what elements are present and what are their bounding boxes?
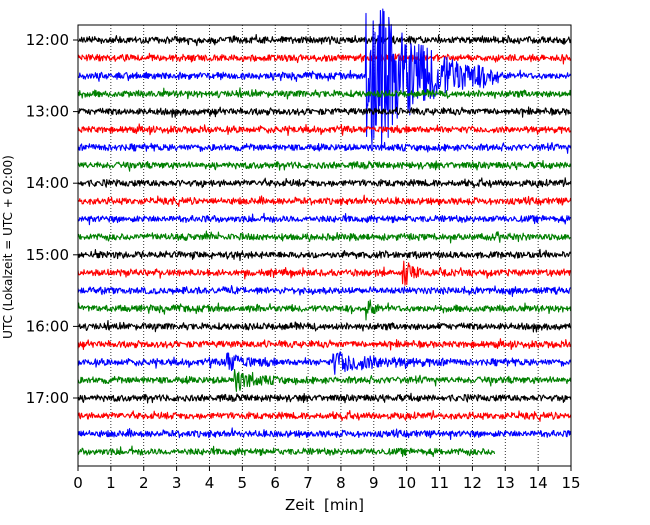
trace-1315 [77, 123, 572, 137]
trace-1645 [77, 369, 572, 392]
x-tick-label: 2 [139, 474, 149, 492]
trace-1200 [77, 33, 572, 47]
trace-1700 [77, 392, 572, 404]
trace-1715 [77, 409, 572, 422]
trace-1345 [77, 160, 572, 172]
y-tick-label: 16:00 [26, 317, 69, 335]
trace-1245 [77, 87, 572, 100]
x-tick-label: 10 [397, 474, 416, 492]
x-tick-label: 7 [303, 474, 313, 492]
trace-1400 [77, 177, 572, 189]
x-tick-label: 15 [561, 474, 580, 492]
tick-layer: 0 1 2 3 4 5 6 7 8 9 10 11 12 13 14 1512:0013:0014:0015:… [26, 31, 581, 492]
x-tick-label: 14 [529, 474, 548, 492]
y-tick-label: 17:00 [26, 389, 69, 407]
trace-1430 [77, 212, 571, 226]
trace-1515 [77, 260, 572, 286]
x-tick-label: 6 [270, 474, 280, 492]
x-tick-label: 3 [172, 474, 182, 492]
x-tick-label: 13 [496, 474, 515, 492]
trace-1230 [77, 8, 572, 147]
y-tick-label: 12:00 [26, 31, 69, 49]
x-tick-label: 0 [73, 474, 83, 492]
x-tick-label: 4 [205, 474, 215, 492]
y-axis-label: UTC (Lokalzeit = UTC + 02:00) [1, 155, 15, 339]
trace-1445 [77, 230, 571, 244]
y-tick-label: 13:00 [26, 103, 69, 121]
y-tick-label: 14:00 [26, 174, 69, 192]
trace-1545 [77, 299, 572, 321]
x-axis-label: Zeit [min] [285, 496, 364, 514]
trace-1630 [77, 351, 572, 375]
plot-frame [77, 24, 572, 467]
trace-1530 [77, 285, 571, 298]
x-tick-label: 8 [336, 474, 346, 492]
trace-1500 [77, 248, 572, 262]
x-tick-label: 9 [369, 474, 379, 492]
trace-1745 [77, 445, 495, 458]
trace-1600 [77, 319, 572, 333]
trace-1330 [77, 141, 572, 154]
x-tick-label: 1 [106, 474, 116, 492]
trace-1615 [77, 338, 572, 351]
trace-1300 [77, 106, 572, 118]
trace-1730 [77, 427, 572, 441]
trace-1415 [77, 194, 572, 208]
y-tick-label: 15:00 [26, 246, 69, 264]
x-tick-label: 5 [238, 474, 248, 492]
x-tick-label: 12 [463, 474, 482, 492]
trace-layer [77, 8, 572, 458]
trace-1215 [77, 52, 572, 65]
x-tick-label: 11 [430, 474, 449, 492]
